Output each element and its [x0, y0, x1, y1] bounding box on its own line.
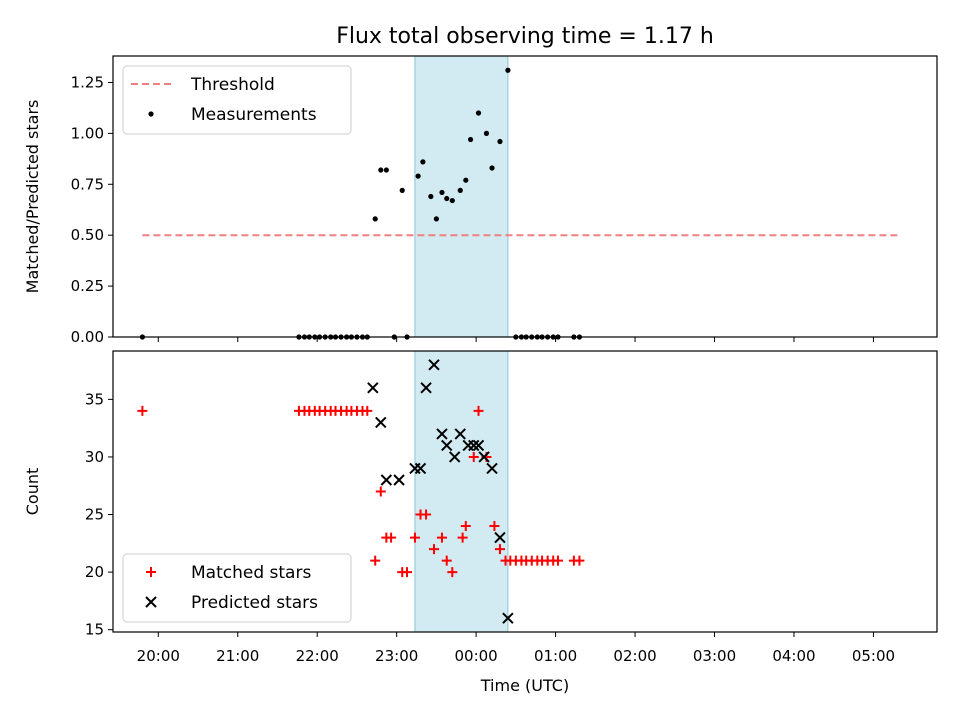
matched-star-point	[386, 532, 397, 543]
y-tick-label: 25	[85, 506, 104, 524]
x-tick-label: 04:00	[772, 647, 815, 665]
measurement-point	[497, 138, 503, 145]
y-tick-label: 0.75	[71, 175, 104, 193]
predicted-star-point	[414, 462, 427, 475]
matched-star-point	[375, 486, 386, 497]
legend-box	[122, 553, 352, 623]
matched-star-point	[494, 544, 505, 555]
predicted-star-point	[367, 382, 379, 394]
axes-frame	[112, 55, 938, 338]
shaded-span	[414, 350, 509, 633]
measurement-point	[415, 173, 421, 179]
axes-frame	[112, 350, 938, 633]
predicted-star-point	[393, 474, 405, 486]
y-tick-label: 1.00	[71, 124, 104, 142]
x-tick-label: 01:00	[534, 647, 577, 665]
y-tick-label: 35	[85, 390, 104, 408]
legend-predicted-swatch	[145, 596, 157, 608]
measurement-point	[449, 197, 455, 204]
predicted-star-point	[375, 416, 387, 429]
measurement-point	[378, 167, 384, 173]
measurement-point	[433, 216, 440, 222]
measurement-point	[399, 187, 405, 193]
matched-star-point	[473, 405, 484, 416]
matched-star-point	[370, 555, 381, 566]
legend-measurement-swatch	[148, 111, 154, 117]
bottom-panel: 15 20 25 30 35 Count 20:00 21:00 22:00 23:00 00:00…	[23, 350, 938, 695]
matched-star-point	[460, 521, 471, 532]
x-tick-label: 03:00	[693, 647, 736, 665]
legend: Threshold Measurements	[122, 65, 352, 135]
predicted-star-point	[472, 439, 485, 452]
legend: Matched stars Predicted stars	[122, 553, 352, 623]
x-tick-label: 22:00	[296, 647, 339, 665]
matched-star-point	[429, 544, 440, 555]
predicted-star-point	[486, 462, 498, 475]
y-tick-label: 20	[85, 563, 104, 581]
predicted-star-point	[441, 439, 453, 452]
y-tick-label: 30	[85, 448, 104, 466]
matched-star-point	[552, 555, 563, 566]
matched-star-point	[574, 555, 585, 566]
matched-star-point	[489, 521, 500, 532]
matched-star-point	[441, 555, 452, 566]
measurement-point	[457, 187, 463, 193]
x-tick-label: 20:00	[137, 647, 180, 665]
measurement-point	[383, 167, 389, 173]
predicted-star-point	[448, 451, 461, 463]
predicted-star-point	[454, 428, 466, 440]
legend-matched-swatch	[146, 567, 156, 577]
measurement-point	[428, 193, 434, 200]
predicted-star-point	[420, 382, 432, 394]
predicted-star-point	[494, 531, 506, 544]
matched-star-point	[409, 532, 420, 543]
measurement-point	[372, 216, 378, 222]
measurement-point	[489, 165, 495, 171]
measurement-point	[483, 130, 490, 136]
measurement-point	[463, 177, 469, 183]
measurement-point	[439, 189, 445, 196]
matched-star-point	[362, 405, 373, 416]
measurement-point	[467, 136, 474, 143]
x-tick-label: 00:00	[455, 647, 498, 665]
predicted-star-point	[502, 612, 514, 624]
legend-label: Measurements	[191, 105, 317, 125]
top-panel: 0.00 0.25 0.50 0.75 1.00 1.25 Matched/Predicte…	[23, 55, 938, 346]
legend-label: Predicted stars	[191, 593, 318, 613]
matched-star-point	[468, 451, 479, 462]
y-tick-label: 0.50	[71, 226, 104, 244]
legend-box	[122, 65, 352, 135]
predicted-star-point	[380, 474, 393, 486]
measurement-point	[420, 159, 426, 165]
y-tick-label: 0.25	[71, 277, 104, 295]
measurement-point	[475, 110, 482, 116]
y-tick-label: 0.00	[71, 328, 104, 346]
matched-star-point	[457, 532, 468, 543]
x-tick-label: 05:00	[852, 647, 895, 665]
y-axis-label: Count	[23, 468, 42, 516]
matched-star-point	[137, 405, 148, 416]
x-tick-label: 21:00	[216, 647, 259, 665]
measurement-point	[444, 195, 450, 202]
predicted-star-point	[428, 359, 440, 371]
matched-star-point	[402, 567, 413, 578]
legend-label: Matched stars	[191, 563, 311, 583]
measurement-point	[505, 67, 511, 73]
predicted-star-point	[468, 439, 480, 452]
matched-star-point	[436, 532, 447, 543]
x-axis-label: Time (UTC)	[480, 676, 569, 695]
predicted-star-point	[436, 428, 448, 440]
y-tick-label: 15	[85, 621, 104, 639]
legend-label: Threshold	[190, 75, 275, 95]
chart-title: Flux total observing time = 1.17 h	[336, 24, 714, 49]
y-axis-label: Matched/Predicted stars	[23, 100, 42, 294]
x-tick-label: 23:00	[375, 647, 418, 665]
x-tick-label: 02:00	[613, 647, 656, 665]
matched-star-point	[421, 509, 432, 520]
matched-star-point	[447, 567, 458, 578]
y-tick-label: 1.25	[71, 73, 104, 91]
predicted-star-point	[478, 451, 490, 463]
